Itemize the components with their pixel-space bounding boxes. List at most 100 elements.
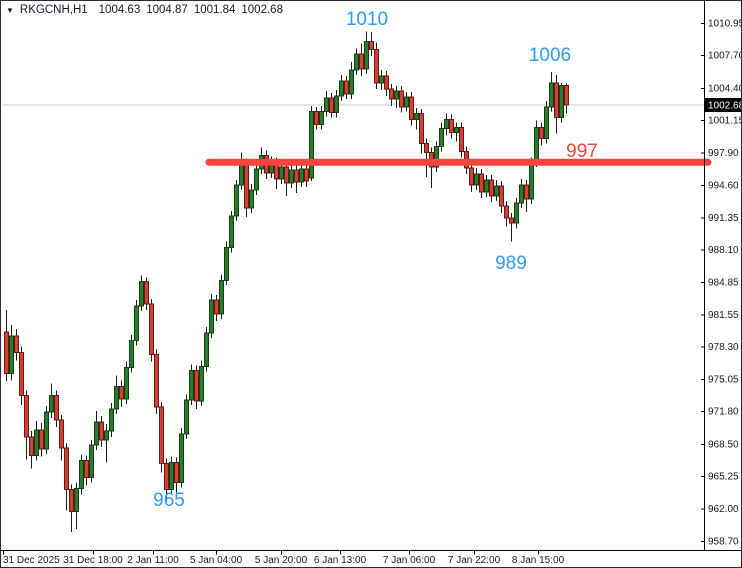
candle-bull <box>34 429 39 457</box>
candle-bull <box>394 90 399 100</box>
time-tick-label: 5 Jan 20:00 <box>255 555 308 566</box>
chart-header: ▼ RKGCNH,H1 1004.63 1004.87 1001.84 1002… <box>6 4 289 16</box>
candle-bull <box>204 332 209 368</box>
candle-bear <box>84 460 89 479</box>
candle-bull <box>139 280 144 307</box>
current-price-badge-label: 1002.68 <box>708 100 742 111</box>
candle-bear <box>64 447 69 490</box>
price-tick-label: 1001.15 <box>708 116 742 127</box>
ohlc-high-value: 1004.87 <box>146 4 188 16</box>
candle-bull <box>44 411 49 450</box>
candle-bull <box>434 145 439 168</box>
candle-bear <box>329 97 334 114</box>
candle-bear <box>149 303 154 356</box>
candle-bear <box>174 462 179 484</box>
candle-bear <box>554 82 559 119</box>
time-tick-label: 31 Dec 2025 <box>3 555 60 566</box>
price-tick-label: 997.90 <box>708 148 739 159</box>
candle-bear <box>389 88 394 100</box>
candle-bear <box>194 369 199 402</box>
candle-bear <box>164 463 169 490</box>
candle-bear <box>19 352 24 396</box>
candle-bear <box>294 169 299 183</box>
candle-bear <box>399 90 404 108</box>
candle-bear <box>384 75 389 90</box>
candle-bear <box>469 167 474 186</box>
candle-bear <box>214 299 219 315</box>
candle-bull <box>9 335 14 374</box>
candle-bull <box>279 166 284 180</box>
current-price-badge <box>704 97 741 112</box>
ohlc-open-value: 1004.63 <box>98 4 141 16</box>
candle-bear <box>144 280 149 305</box>
candle-bull <box>354 53 359 71</box>
price-annotation-965[interactable]: 965 <box>153 490 185 511</box>
candle-bear <box>54 394 59 421</box>
candle-bull <box>134 305 139 342</box>
price-tick-label: 971.80 <box>708 407 739 418</box>
candle-bull <box>114 385 119 410</box>
symbol-timeframe-label[interactable]: RKGCNH,H1 <box>19 4 88 16</box>
candle-bull <box>89 444 94 479</box>
candle-bear <box>499 185 504 207</box>
candle-bull <box>229 215 234 249</box>
price-tick-label: 975.05 <box>708 374 739 385</box>
candle-bear <box>424 142 429 153</box>
candle-bear <box>369 40 374 50</box>
candle-bull <box>544 106 549 139</box>
candle-bull <box>169 462 174 490</box>
time-tick-label: 2 Jan 11:00 <box>127 555 179 566</box>
candle-bull <box>534 127 539 163</box>
candle-bear <box>409 96 414 121</box>
candle-bull <box>254 168 259 191</box>
candle-bull <box>339 80 344 97</box>
price-annotation-1010[interactable]: 1010 <box>346 9 388 30</box>
price-tick-label: 1004.40 <box>708 83 742 94</box>
candle-bear <box>419 113 424 144</box>
price-annotation-997[interactable]: 997 <box>566 141 598 162</box>
time-tick-label: 6 Jan 13:00 <box>314 555 367 566</box>
candle-bull <box>549 82 554 108</box>
candle-bull <box>309 111 314 179</box>
candle-bull <box>74 487 79 512</box>
candle-bull <box>474 173 479 186</box>
candle-bear <box>314 111 319 126</box>
candle-bull <box>484 179 489 193</box>
price-tick-label: 994.60 <box>708 181 739 192</box>
candle-bull <box>49 394 54 413</box>
price-annotation-989[interactable]: 989 <box>495 253 527 274</box>
candle-bull <box>529 161 534 200</box>
candle-bull <box>189 369 194 401</box>
price-annotation-1006[interactable]: 1006 <box>529 45 571 66</box>
candle-bull <box>514 202 519 224</box>
candle-bear <box>59 419 64 449</box>
candle-bull <box>94 421 99 446</box>
candle-bear <box>119 385 124 400</box>
candle-bull <box>239 162 244 186</box>
candle-bull <box>289 169 294 184</box>
candle-bear <box>564 85 569 106</box>
candle-bull <box>129 340 134 369</box>
candle-bull <box>334 95 339 114</box>
candle-bear <box>304 168 309 182</box>
candle-bull <box>124 367 129 400</box>
candle-bear <box>374 48 379 84</box>
price-tick-label: 988.10 <box>708 245 739 256</box>
price-tick-label: 962.00 <box>708 504 739 515</box>
candle-bull <box>199 366 204 402</box>
candle-bear <box>29 436 34 457</box>
ohlc-close-value: 1002.68 <box>241 4 283 16</box>
candle-bull <box>379 75 384 84</box>
candle-bull <box>404 96 409 108</box>
time-tick-label: 8 Jan 15:00 <box>512 555 565 566</box>
candle-bull <box>364 40 369 70</box>
candle-bull <box>104 430 109 441</box>
symbol-dropdown-icon[interactable]: ▼ <box>6 5 14 15</box>
time-tick-label: 5 Jan 04:00 <box>190 555 243 566</box>
price-tick-label: 965.25 <box>708 472 739 483</box>
candle-bear <box>539 127 544 139</box>
candle-bear <box>449 119 454 134</box>
candle-bear <box>504 205 509 219</box>
